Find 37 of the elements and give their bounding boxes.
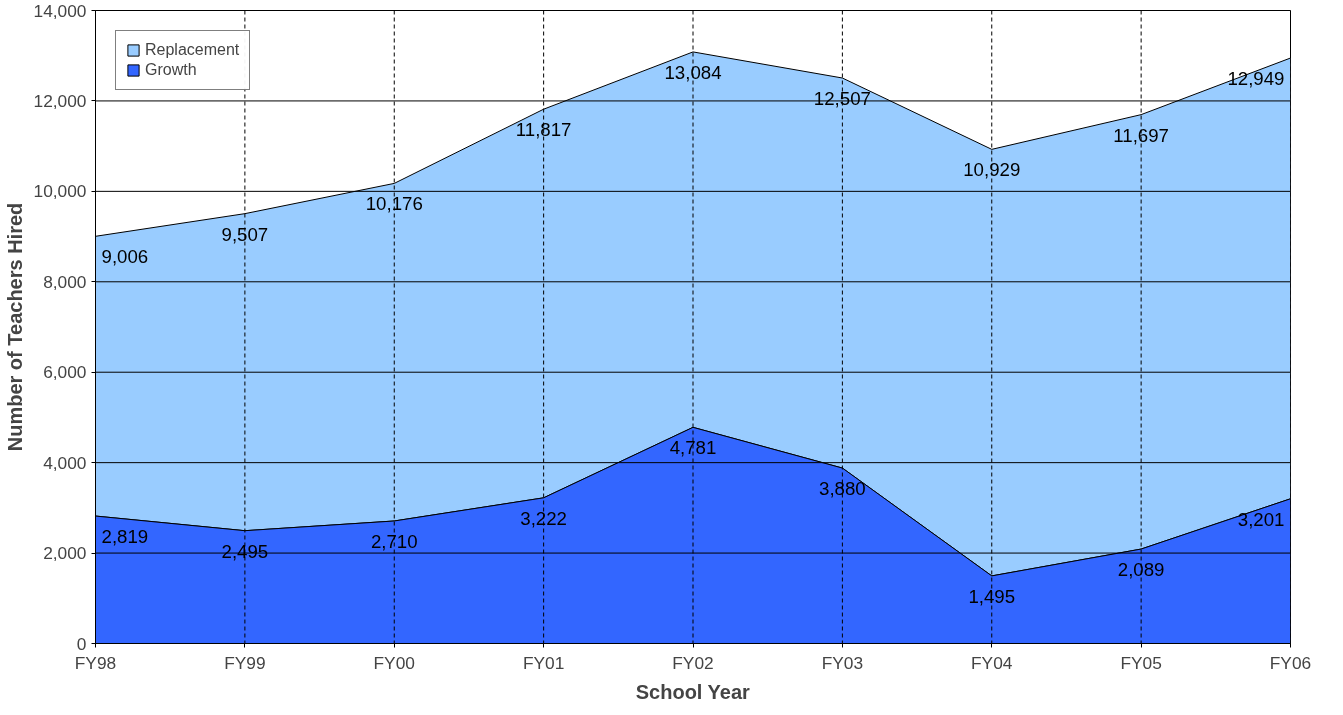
data-label: 2,710 <box>370 530 418 552</box>
data-label: 11,817 <box>515 119 572 141</box>
data-label: 10,176 <box>365 193 423 215</box>
y-tick-label: 2,000 <box>43 543 87 564</box>
legend-label: Replacement <box>145 41 240 59</box>
y-tick-label: 4,000 <box>43 452 87 473</box>
data-label: 3,222 <box>520 507 567 529</box>
x-tick-label: FY04 <box>971 652 1013 673</box>
x-tick-label: FY00 <box>373 652 415 673</box>
y-tick-label: 12,000 <box>33 90 87 111</box>
legend-label: Growth <box>145 61 197 79</box>
y-tick-label: 14,000 <box>33 0 87 21</box>
data-label: 1,495 <box>968 585 1016 607</box>
data-label: 13,084 <box>664 61 722 83</box>
x-tick-label: FY99 <box>224 652 266 673</box>
data-label: 3,880 <box>819 478 866 500</box>
y-axis-title: Number of Teachers Hired <box>3 202 26 452</box>
y-tick-label: 0 <box>76 633 87 654</box>
x-tick-label: FY06 <box>1269 652 1312 673</box>
data-label: 4,781 <box>669 437 717 459</box>
y-tick-label: 6,000 <box>43 362 87 383</box>
x-axis-title: School Year <box>635 680 751 703</box>
data-label: 12,949 <box>1227 68 1285 90</box>
data-label: 3,201 <box>1237 508 1285 530</box>
data-label: 9,507 <box>221 223 269 245</box>
data-label: 11,697 <box>1113 124 1169 146</box>
data-label: 9,006 <box>101 246 149 268</box>
y-tick-label: 8,000 <box>43 271 87 292</box>
x-tick-label: FY03 <box>821 652 864 673</box>
x-tick-label: FY01 <box>522 652 565 673</box>
data-label: 2,089 <box>1117 559 1165 581</box>
x-tick-label: FY98 <box>74 652 117 673</box>
data-label: 10,929 <box>963 159 1021 181</box>
x-tick-label: FY02 <box>672 652 714 673</box>
y-tick-label: 10,000 <box>33 181 87 202</box>
data-label: 2,819 <box>101 526 149 548</box>
x-tick-label: FY05 <box>1120 652 1162 673</box>
